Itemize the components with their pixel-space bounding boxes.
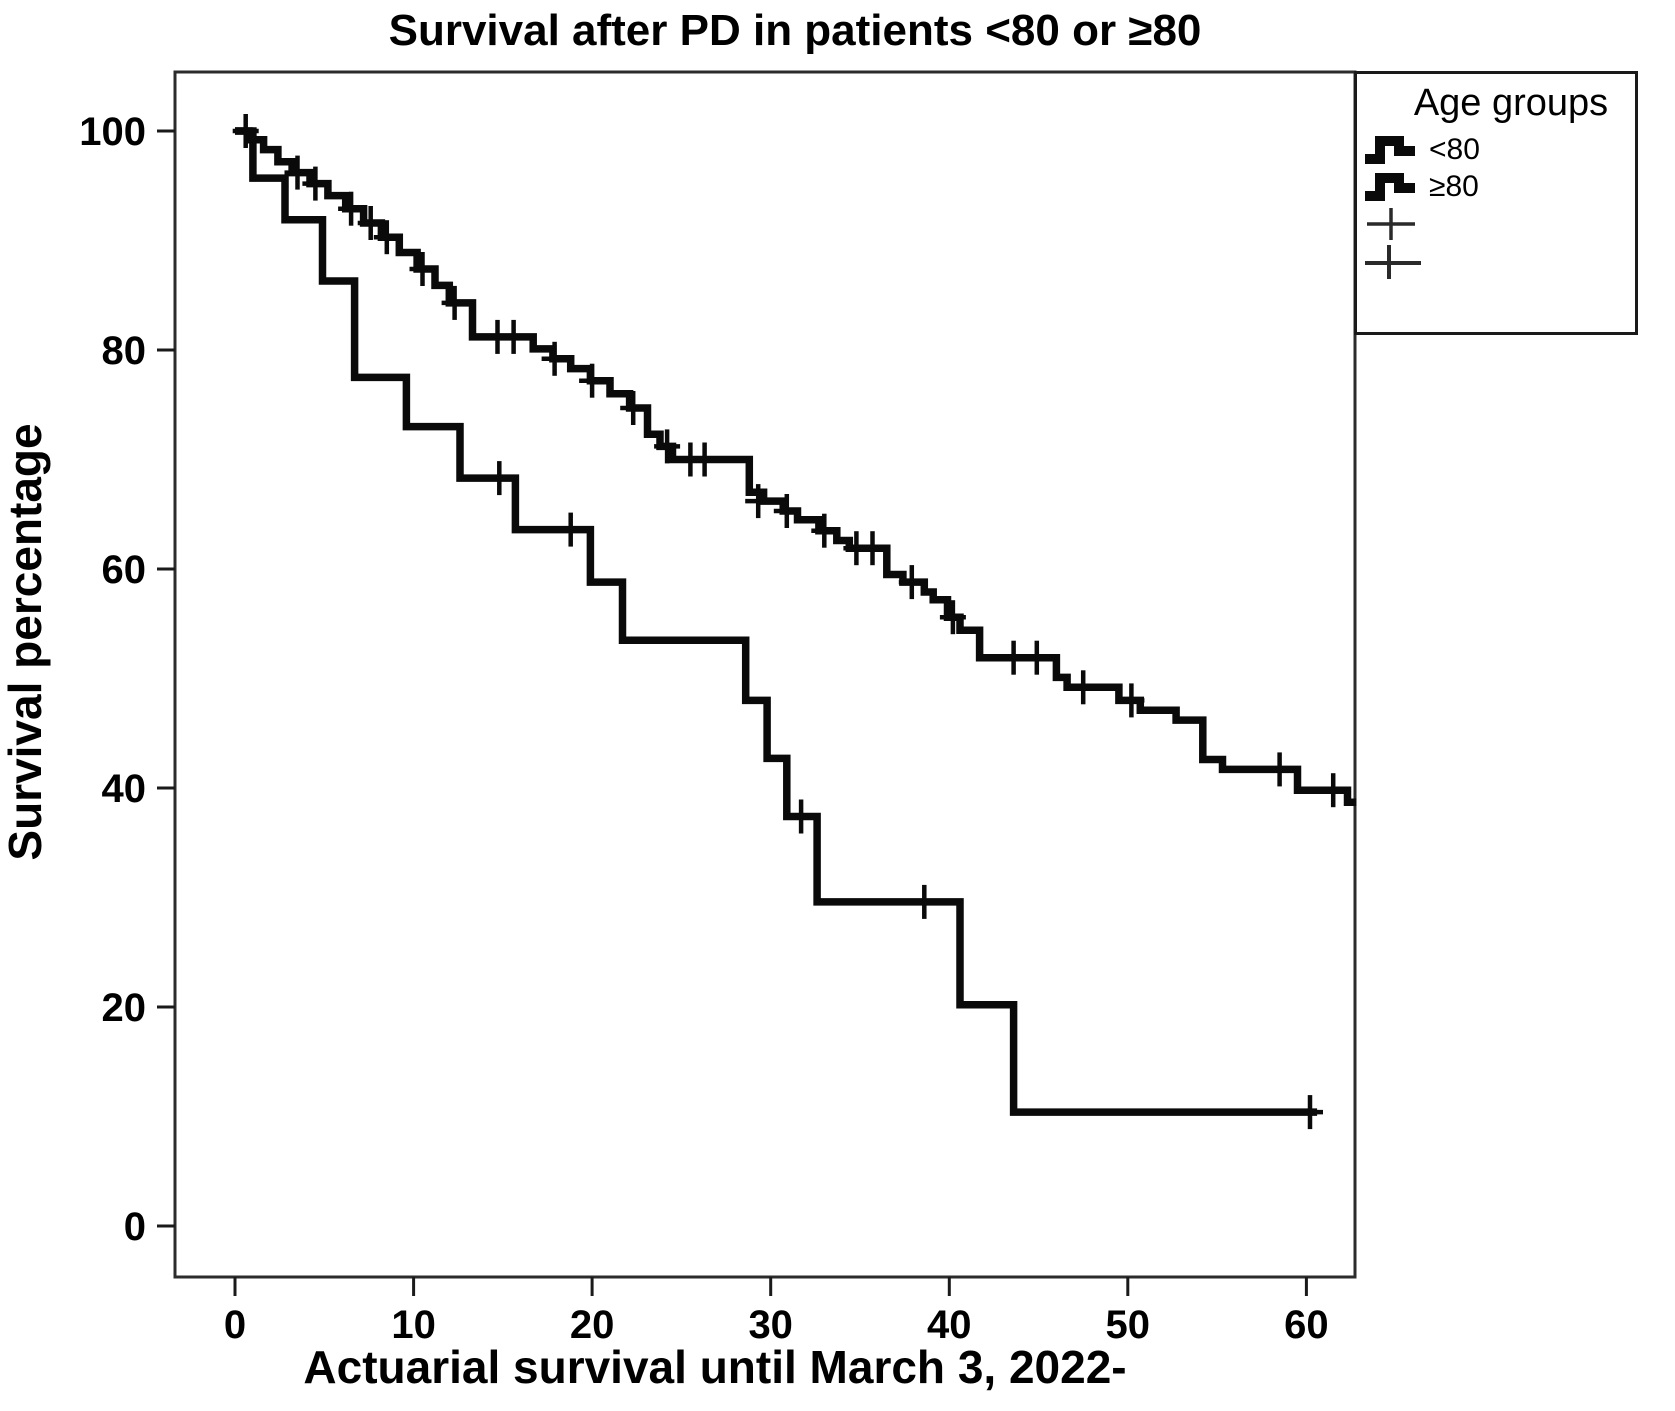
chart-title: Survival after PD in patients <80 or ≥80 xyxy=(388,6,1202,55)
y-axis-label: Survival percentage xyxy=(0,423,51,861)
km-step-icon xyxy=(1365,135,1415,164)
y-tick-label: 80 xyxy=(102,329,147,373)
y-tick-label: 40 xyxy=(102,767,147,811)
km-curve-lt80 xyxy=(235,127,1357,806)
km-curve-ge80 xyxy=(235,127,1318,1116)
x-tick-label: 10 xyxy=(391,1303,436,1347)
plot-border xyxy=(173,70,1357,1279)
x-tick-label: 40 xyxy=(927,1303,972,1347)
legend-entry-label: ≥80 xyxy=(1429,169,1479,203)
x-tick-label: 20 xyxy=(570,1303,615,1347)
x-tick-label: 30 xyxy=(748,1303,793,1347)
x-tick-label: 0 xyxy=(224,1303,246,1347)
legend-entry-censor-1 xyxy=(1363,205,1635,242)
y-tick-label: 100 xyxy=(79,110,146,154)
legend-box: Age groups <80 ≥80 xyxy=(1354,71,1638,335)
legend-entry-lt80: <80 xyxy=(1363,131,1635,168)
censor-plus-icon xyxy=(1365,244,1421,279)
legend-entry-label: <80 xyxy=(1429,132,1480,166)
legend-entry-ge80: ≥80 xyxy=(1363,168,1635,205)
x-tick-label: 50 xyxy=(1106,1303,1151,1347)
legend-title: Age groups xyxy=(1413,82,1609,124)
x-tick-label: 60 xyxy=(1284,1303,1329,1347)
y-tick-label: 20 xyxy=(102,986,147,1030)
y-tick-label: 0 xyxy=(124,1205,146,1249)
km-step-icon xyxy=(1365,172,1415,201)
censor-plus-icon xyxy=(1367,208,1415,240)
y-tick-label: 60 xyxy=(102,548,147,592)
x-axis-label: Actuarial survival until March 3, 2022- xyxy=(303,1341,1127,1393)
legend-entry-censor-2 xyxy=(1363,242,1635,279)
